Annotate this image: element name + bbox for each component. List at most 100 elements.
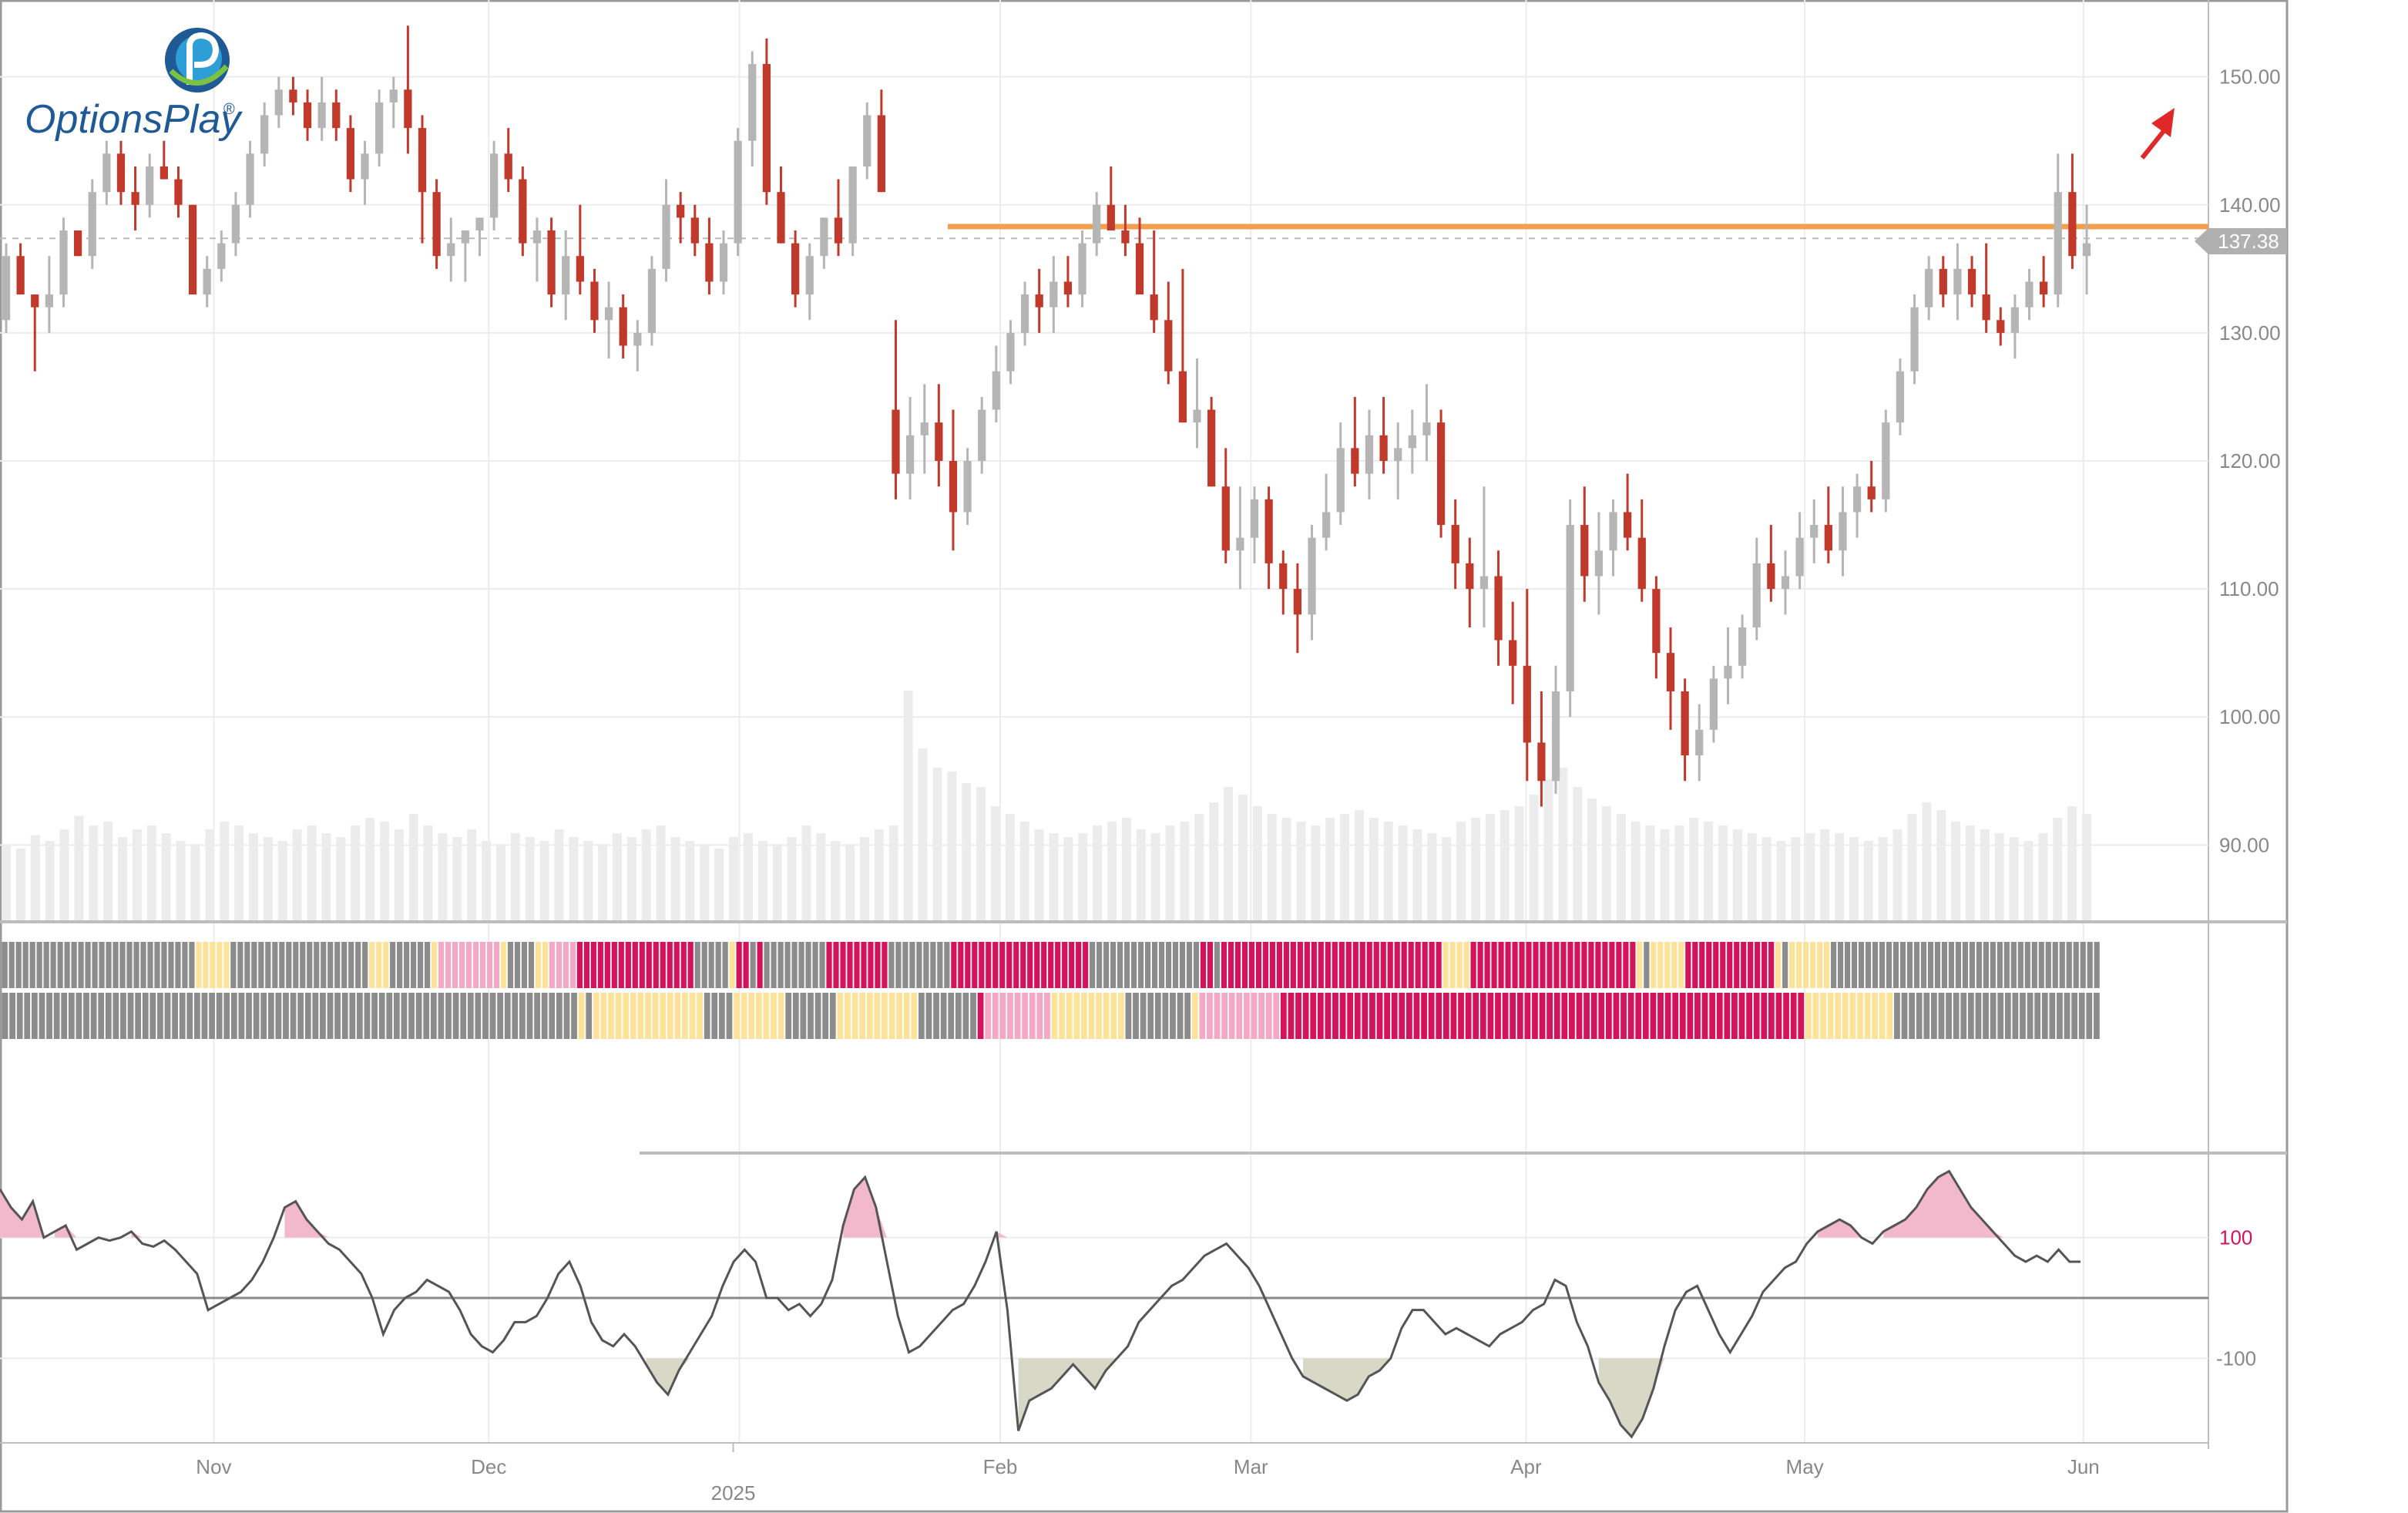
state-cell — [1913, 942, 1920, 988]
volume-bar — [1093, 825, 1103, 922]
oscillator-tick-label: 100 — [2219, 1226, 2252, 1249]
state-cell — [1872, 993, 1879, 1039]
candle-body — [1351, 448, 1359, 474]
volume-bar — [1340, 814, 1350, 922]
candle — [1666, 627, 1675, 730]
state-cell — [127, 993, 134, 1039]
candle-body — [146, 166, 154, 205]
state-cell — [1345, 942, 1352, 988]
candle — [1551, 665, 1560, 794]
candle — [31, 294, 39, 372]
state-cell — [68, 993, 75, 1039]
state-cell — [486, 942, 493, 988]
state-cell — [76, 993, 82, 1039]
state-cell — [718, 993, 725, 1039]
state-cell — [534, 993, 540, 1039]
state-cell — [704, 993, 710, 1039]
state-cell — [189, 942, 195, 988]
candle-body — [1967, 268, 1976, 295]
state-cell — [1969, 942, 1975, 988]
candle-body — [2068, 192, 2077, 257]
state-cell — [1505, 942, 1511, 988]
state-cell — [210, 942, 216, 988]
state-cell — [430, 993, 437, 1039]
candle — [2054, 153, 2062, 308]
state-cell — [1069, 942, 1075, 988]
candle — [1336, 422, 1345, 526]
state-cell — [1738, 993, 1745, 1039]
state-cell — [639, 942, 645, 988]
state-cell — [970, 993, 976, 1039]
volume-bar — [394, 829, 404, 922]
candle-body — [1365, 435, 1374, 474]
candle — [188, 204, 197, 295]
candle — [677, 192, 685, 244]
state-cell — [9, 993, 15, 1039]
state-cell — [933, 993, 939, 1039]
state-cell — [1165, 942, 1172, 988]
state-cell — [792, 993, 799, 1039]
volume-bar — [1878, 837, 1888, 922]
state-cell — [868, 942, 874, 988]
candle-body — [1695, 729, 1704, 756]
state-cell — [1391, 993, 1398, 1039]
state-cell — [1236, 993, 1243, 1039]
volume-bar — [888, 825, 898, 922]
oscillator-line — [0, 1169, 2081, 1439]
state-cell — [1310, 993, 1317, 1039]
state-cell — [2059, 942, 2065, 988]
candle-body — [1594, 550, 1604, 577]
candle — [662, 179, 670, 282]
state-cell — [1574, 942, 1580, 988]
candle-body — [203, 268, 211, 295]
state-cell — [1162, 993, 1169, 1039]
candle-body — [1264, 499, 1273, 563]
candle-body — [1910, 307, 1919, 372]
volume-bar — [176, 841, 186, 922]
state-cell — [83, 993, 89, 1039]
state-cell — [611, 942, 617, 988]
arrow-shaft — [2140, 126, 2169, 160]
candle — [1781, 550, 1790, 615]
state-cell — [1706, 942, 1712, 988]
candle — [978, 396, 986, 474]
candle — [389, 76, 398, 129]
state-cell — [1886, 942, 1892, 988]
candle-body — [1035, 294, 1043, 308]
volume-bar — [1078, 833, 1088, 922]
state-cell — [777, 993, 784, 1039]
candle-body — [1896, 371, 1905, 423]
candle — [1394, 422, 1402, 499]
volume-bar — [656, 825, 666, 922]
state-cell — [1692, 942, 1698, 988]
state-cell — [1184, 993, 1191, 1039]
volume-bar — [336, 837, 346, 922]
candle-body — [1580, 525, 1589, 577]
candle-body — [1997, 320, 2005, 333]
state-cell — [608, 993, 614, 1039]
price-tick-label: 90.00 — [2219, 833, 2269, 856]
state-cell — [2031, 942, 2037, 988]
state-cell — [223, 942, 230, 988]
time-tick-label: Jun — [2067, 1455, 2100, 1478]
state-cell — [736, 942, 742, 988]
candle-body — [1236, 537, 1244, 551]
volume-bar — [132, 829, 142, 922]
state-cell — [1768, 993, 1775, 1039]
state-cell — [1892, 942, 1899, 988]
candle-body — [88, 192, 96, 257]
state-cell — [1154, 993, 1161, 1039]
volume-bar — [1194, 814, 1204, 922]
state-cell — [1051, 993, 1058, 1039]
volume-bar — [1005, 814, 1015, 922]
state-cell — [493, 942, 500, 988]
candle-body — [375, 102, 384, 154]
candle-body — [1164, 320, 1173, 372]
candle — [59, 217, 68, 308]
candle-body — [662, 204, 670, 269]
state-cell — [2004, 993, 2011, 1039]
candle-body — [519, 179, 527, 244]
state-cell — [1177, 993, 1184, 1039]
state-cell — [1347, 993, 1354, 1039]
state-cell — [1727, 942, 1733, 988]
